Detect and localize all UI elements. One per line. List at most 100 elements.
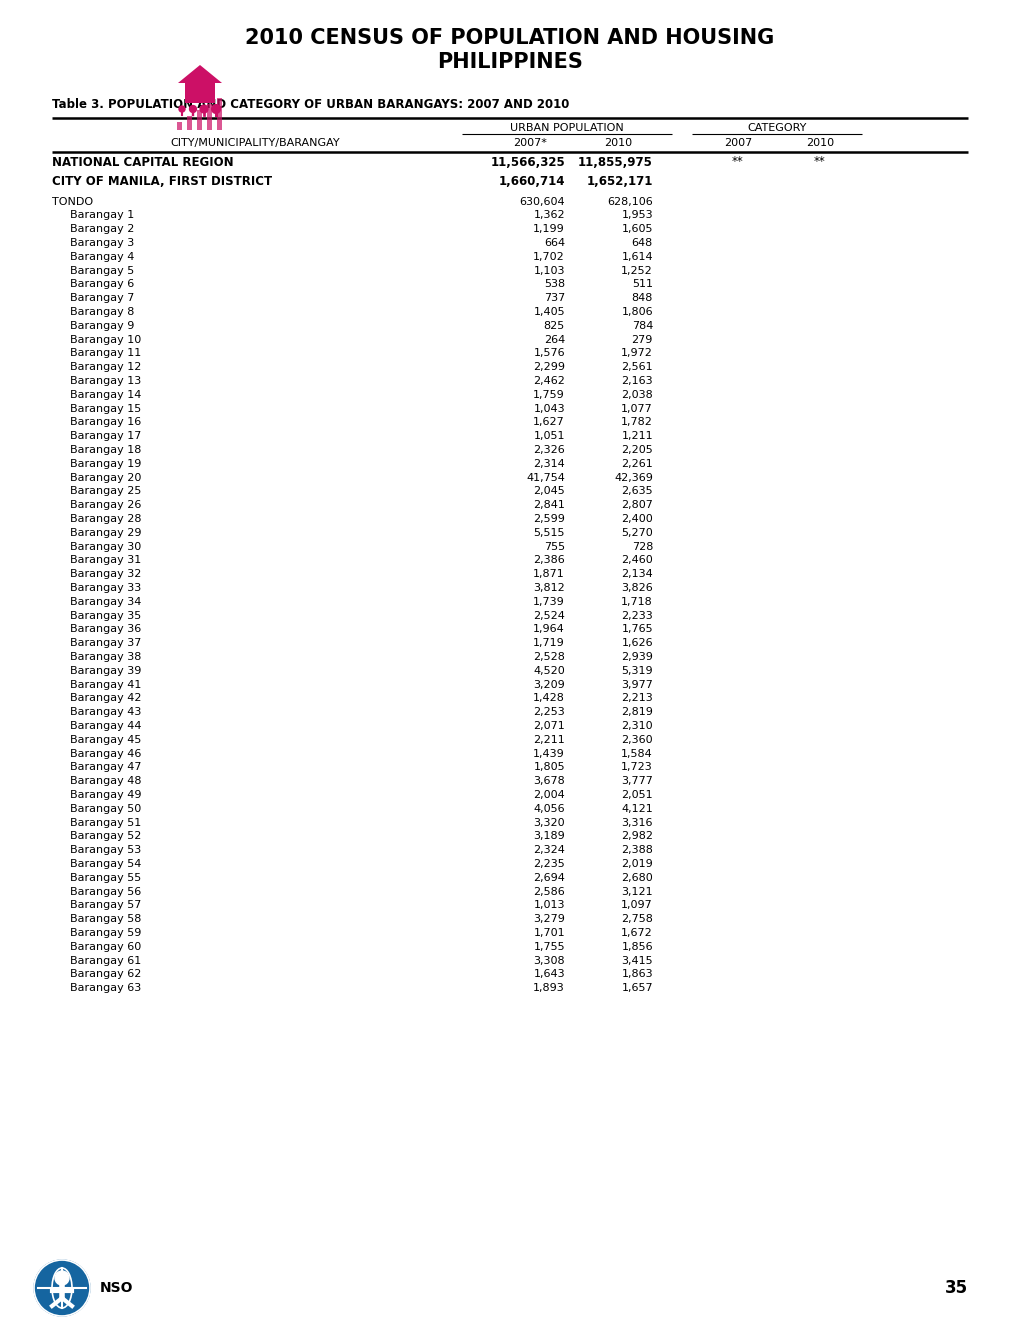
- Text: 2,635: 2,635: [621, 486, 652, 496]
- Text: Barangay 12: Barangay 12: [70, 362, 142, 372]
- Text: 1,806: 1,806: [621, 308, 652, 317]
- Text: CATEGORY: CATEGORY: [747, 123, 806, 133]
- Text: 1,043: 1,043: [533, 404, 565, 413]
- Text: 1,077: 1,077: [621, 404, 652, 413]
- Text: 1,657: 1,657: [621, 983, 652, 993]
- Text: Barangay 11: Barangay 11: [70, 348, 141, 359]
- Text: 737: 737: [543, 293, 565, 304]
- Circle shape: [55, 1271, 69, 1284]
- Text: 2010 CENSUS OF POPULATION AND HOUSING: 2010 CENSUS OF POPULATION AND HOUSING: [246, 28, 773, 48]
- Text: 538: 538: [543, 280, 565, 289]
- Text: Barangay 16: Barangay 16: [70, 417, 141, 428]
- Text: Barangay 13: Barangay 13: [70, 376, 141, 385]
- Text: Barangay 10: Barangay 10: [70, 334, 141, 345]
- Text: 2,599: 2,599: [533, 513, 565, 524]
- Text: 1,723: 1,723: [621, 763, 652, 772]
- Text: Barangay 8: Barangay 8: [70, 308, 135, 317]
- Text: 11,566,325: 11,566,325: [490, 156, 565, 169]
- Text: Table 3. POPULATION AND CATEGORY OF URBAN BARANGAYS: 2007 AND 2010: Table 3. POPULATION AND CATEGORY OF URBA…: [52, 99, 569, 111]
- Circle shape: [178, 106, 184, 112]
- Text: 2,233: 2,233: [621, 611, 652, 620]
- Text: 4,056: 4,056: [533, 804, 565, 814]
- Text: 4,520: 4,520: [533, 665, 565, 676]
- Text: 848: 848: [631, 293, 652, 304]
- Text: Barangay 56: Barangay 56: [70, 887, 141, 896]
- Text: 1,576: 1,576: [533, 348, 565, 359]
- Text: 2010: 2010: [603, 139, 632, 148]
- Text: 628,106: 628,106: [606, 197, 652, 207]
- Text: 1,405: 1,405: [533, 308, 565, 317]
- Text: 1,103: 1,103: [533, 265, 565, 276]
- Text: 3,320: 3,320: [533, 817, 565, 828]
- Text: 1,652,171: 1,652,171: [586, 176, 652, 189]
- Text: 2,524: 2,524: [533, 611, 565, 620]
- Text: 2,586: 2,586: [533, 887, 565, 896]
- Text: Barangay 53: Barangay 53: [70, 845, 141, 855]
- Text: 3,812: 3,812: [533, 583, 565, 593]
- Text: 2010: 2010: [805, 139, 834, 148]
- Text: 1,627: 1,627: [533, 417, 565, 428]
- Text: Barangay 49: Barangay 49: [70, 789, 142, 800]
- Text: 1,739: 1,739: [533, 597, 565, 607]
- Text: 1,964: 1,964: [533, 624, 565, 635]
- Text: 2,680: 2,680: [621, 873, 652, 883]
- Text: Barangay 29: Barangay 29: [70, 528, 142, 537]
- Text: Barangay 41: Barangay 41: [70, 680, 142, 689]
- Text: 511: 511: [632, 280, 652, 289]
- Bar: [186, 116, 192, 129]
- Text: 2,528: 2,528: [533, 652, 565, 663]
- Text: 2,807: 2,807: [621, 500, 652, 511]
- Bar: [197, 110, 202, 129]
- Text: 2,388: 2,388: [621, 845, 652, 855]
- Text: CITY/MUNICIPALITY/BARANGAY: CITY/MUNICIPALITY/BARANGAY: [170, 139, 339, 148]
- Text: 755: 755: [543, 541, 565, 552]
- Text: 3,678: 3,678: [533, 776, 565, 787]
- Text: Barangay 25: Barangay 25: [70, 486, 142, 496]
- Text: Barangay 32: Barangay 32: [70, 569, 142, 579]
- Text: 279: 279: [631, 334, 652, 345]
- Text: 648: 648: [631, 238, 652, 248]
- Text: 2,326: 2,326: [533, 445, 565, 455]
- Text: Barangay 62: Barangay 62: [70, 969, 142, 979]
- Text: Barangay 46: Barangay 46: [70, 748, 142, 759]
- Text: **: **: [732, 156, 743, 169]
- Text: 1,972: 1,972: [621, 348, 652, 359]
- Text: 1,871: 1,871: [533, 569, 565, 579]
- Text: 784: 784: [631, 321, 652, 331]
- Text: Barangay 18: Barangay 18: [70, 445, 142, 455]
- Text: 1,051: 1,051: [533, 432, 565, 441]
- Text: CITY OF MANILA, FIRST DISTRICT: CITY OF MANILA, FIRST DISTRICT: [52, 176, 272, 189]
- Text: 2,213: 2,213: [621, 693, 652, 704]
- Text: 1,863: 1,863: [621, 969, 652, 979]
- Polygon shape: [178, 65, 222, 83]
- Text: Barangay 63: Barangay 63: [70, 983, 141, 993]
- Text: 1,643: 1,643: [533, 969, 565, 979]
- Text: 2,205: 2,205: [621, 445, 652, 455]
- Text: 3,308: 3,308: [533, 956, 565, 966]
- Text: Barangay 50: Barangay 50: [70, 804, 141, 814]
- Text: 5,270: 5,270: [621, 528, 652, 537]
- Text: 2,841: 2,841: [533, 500, 565, 511]
- Text: 2,261: 2,261: [621, 459, 652, 469]
- Text: 2,299: 2,299: [533, 362, 565, 372]
- Text: Barangay 42: Barangay 42: [70, 693, 142, 704]
- Text: 4,121: 4,121: [621, 804, 652, 814]
- Bar: [184, 83, 215, 103]
- Text: Barangay 45: Barangay 45: [70, 735, 142, 744]
- Text: 1,252: 1,252: [621, 265, 652, 276]
- Text: 2,324: 2,324: [533, 845, 565, 855]
- Text: 1,428: 1,428: [533, 693, 565, 704]
- Text: 3,209: 3,209: [533, 680, 565, 689]
- Text: 2,694: 2,694: [533, 873, 565, 883]
- Text: Barangay 47: Barangay 47: [70, 763, 142, 772]
- Text: 1,702: 1,702: [533, 252, 565, 261]
- Text: 2007*: 2007*: [513, 139, 546, 148]
- Text: Barangay 61: Barangay 61: [70, 956, 141, 966]
- Text: 3,316: 3,316: [621, 817, 652, 828]
- Text: NSO: NSO: [100, 1280, 133, 1295]
- Text: Barangay 1: Barangay 1: [70, 210, 135, 220]
- Text: Barangay 55: Barangay 55: [70, 873, 141, 883]
- Text: Barangay 20: Barangay 20: [70, 473, 142, 483]
- Text: 1,755: 1,755: [533, 941, 565, 952]
- Text: 35: 35: [944, 1279, 967, 1298]
